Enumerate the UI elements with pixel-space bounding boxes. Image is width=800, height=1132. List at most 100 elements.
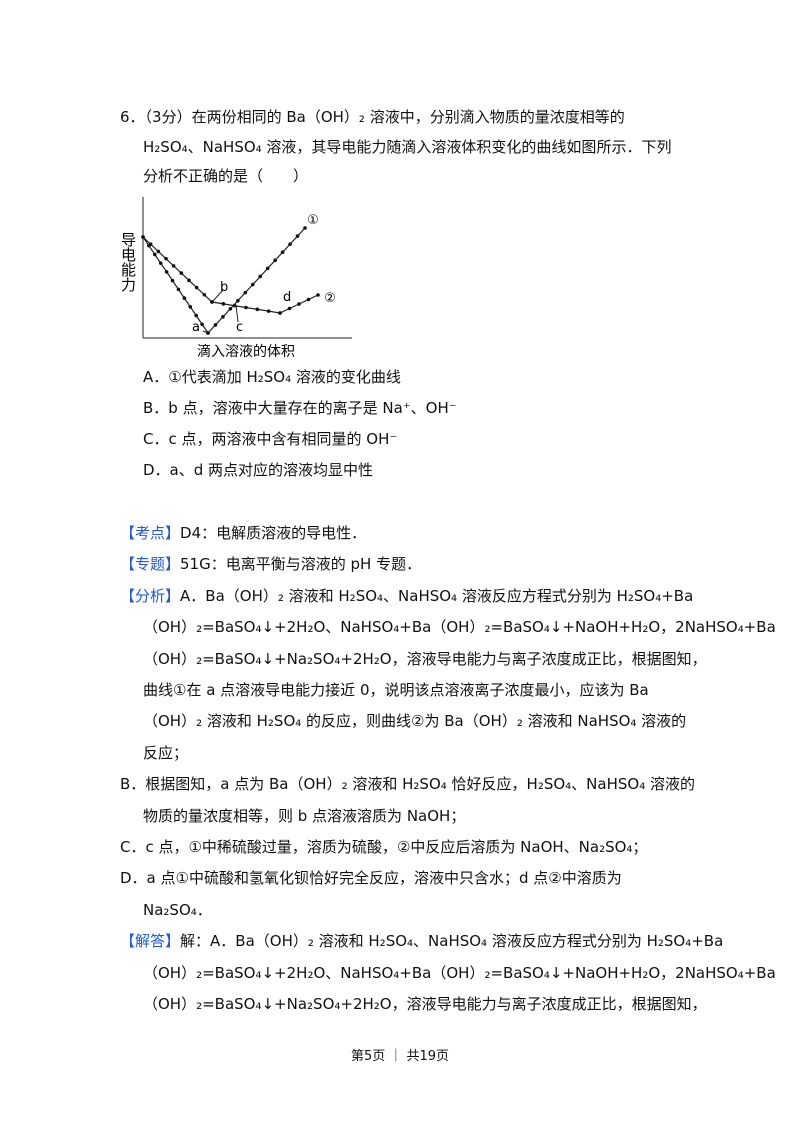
curve-dot: [243, 290, 248, 295]
curve-dot: [153, 252, 157, 257]
curve-dot: [266, 309, 271, 313]
curve-dot: [236, 298, 240, 303]
question-line: H₂SO₄、NaHSO₄ 溶液，其导电能力随滴入溶液体积变化的曲线如图所示．下列: [143, 137, 671, 157]
text: （OH）₂=BaSO₄↓+Na₂SO₄+2H₂O，溶液导电能力与离子浓度成正比，…: [143, 995, 707, 1013]
curve-dot: [176, 287, 181, 292]
section-line: 曲线①在 a 点溶液导电能力接近 0，说明该点溶液离子浓度最小，应该为 Ba: [143, 680, 649, 700]
section-line: 【解答】解：A．Ba（OH）₂ 溶液和 H₂SO₄、NaHSO₄ 溶液反应方程式…: [120, 931, 723, 951]
section-line: （OH）₂=BaSO₄↓+Na₂SO₄+2H₂O，溶液导电能力与离子浓度成正比，…: [143, 649, 707, 669]
curve-dot: [273, 258, 277, 263]
curve-dot: [188, 305, 193, 309]
section-tag: 【专题】: [120, 555, 181, 574]
leader: [235, 304, 239, 323]
section-line: Na₂SO₄．: [143, 900, 212, 920]
text: 6．（3分）在两份相同的 Ba（OH）₂ 溶液中，分别滴入物质的量浓度相等的: [120, 108, 625, 126]
curve-dot: [213, 323, 218, 327]
section-line: D．a 点①中硫酸和氢氧化钡恰好完全反应，溶液中只含水；d 点②中溶质为: [120, 868, 622, 888]
curve-dot: [278, 311, 282, 315]
section-line: （OH）₂ 溶液和 H₂SO₄ 的反应，则曲线②为 Ba（OH）₂ 溶液和 Na…: [143, 711, 686, 731]
curve-dot: [316, 293, 320, 297]
curve-dot: [179, 271, 184, 275]
curve-dot: [221, 302, 226, 306]
curve-dot: [280, 250, 285, 255]
curve-dot: [244, 305, 248, 310]
curve-dot: [287, 306, 292, 311]
curve-dot: [250, 282, 255, 287]
curve-label: ①: [307, 213, 319, 228]
curve-dot: [141, 235, 145, 239]
section-line: 物质的量浓度相等，则 b 点溶液溶质为 NaOH；: [143, 806, 465, 826]
curve-label: ②: [324, 291, 336, 306]
section-line: 【专题】51G：电离平衡与溶液的 pH 专题．: [120, 554, 421, 574]
footer: 第5页 ｜ 共19页: [0, 1047, 800, 1067]
text: A．①代表滴加 H₂SO₄ 溶液的变化曲线: [143, 368, 401, 386]
text: B．根据图知，a 点为 Ba（OH）₂ 溶液和 H₂SO₄ 恰好反应，H₂SO₄…: [120, 775, 695, 794]
x-label: 滴入溶液的体积: [197, 343, 295, 360]
text: D．a 点①中硫酸和氢氧化钡恰好完全反应，溶液中只含水；d 点②中溶质为: [120, 869, 622, 888]
y-label: 导电能力: [119, 232, 137, 293]
section-line: B．根据图知，a 点为 Ba（OH）₂ 溶液和 H₂SO₄ 恰好反应，H₂SO₄…: [120, 774, 695, 794]
text: 解：A．Ba（OH）₂ 溶液和 H₂SO₄、NaHSO₄ 溶液反应方程式分别为 …: [180, 932, 724, 951]
text: 第5页 ｜ 共19页: [350, 1049, 450, 1064]
curve-dot: [194, 313, 198, 318]
option: D．a、d 两点对应的溶液均显中性: [143, 460, 373, 480]
text: C．c 点，两溶液中含有相同量的 OH⁻: [143, 430, 398, 448]
section-line: （OH）₂=BaSO₄↓+2H₂O、NaHSO₄+Ba（OH）₂=BaSO₄↓+…: [143, 617, 776, 637]
text: （OH）₂=BaSO₄↓+2H₂O、NaHSO₄+Ba（OH）₂=BaSO₄↓+…: [143, 618, 776, 637]
text: 51G：电离平衡与溶液的 pH 专题．: [180, 555, 422, 574]
curve-dot: [297, 302, 301, 306]
curve-dot: [306, 297, 311, 302]
curve-dot: [258, 274, 263, 279]
text: （OH）₂=BaSO₄↓+2H₂O、NaHSO₄+Ba（OH）₂=BaSO₄↓+…: [143, 963, 776, 982]
curve-dot: [164, 256, 168, 261]
option: B．b 点，溶液中大量存在的离子是 Na⁺、OH⁻: [143, 398, 457, 418]
section-line: 【分析】A．Ba（OH）₂ 溶液和 H₂SO₄、NaHSO₄ 溶液反应方程式分别…: [120, 586, 693, 606]
text: （OH）₂ 溶液和 H₂SO₄ 的反应，则曲线②为 Ba（OH）₂ 溶液和 Na…: [143, 712, 687, 731]
section-tag: 【解答】: [120, 932, 181, 951]
text: D．a、d 两点对应的溶液均显中性: [143, 461, 374, 479]
point-label: b: [220, 280, 228, 295]
curve-dot: [182, 296, 187, 300]
section-tag: 【分析】: [120, 586, 181, 605]
curve-dot: [171, 264, 176, 268]
option: C．c 点，两溶液中含有相同量的 OH⁻: [143, 429, 397, 449]
point-label: a: [192, 320, 200, 335]
curve-dot: [164, 270, 169, 274]
leader: [212, 289, 224, 302]
point-label: d: [283, 290, 291, 305]
point-label: c: [236, 320, 243, 335]
option: A．①代表滴加 H₂SO₄ 溶液的变化曲线: [143, 367, 401, 387]
curve-dot: [156, 249, 161, 254]
curve-dot: [158, 261, 163, 265]
text: D4：电解质溶液的导电性．: [180, 524, 367, 542]
curve-dot: [221, 315, 225, 319]
curve-dot: [295, 234, 300, 238]
text: 曲线①在 a 点溶液导电能力接近 0，说明该点溶液离子浓度最小，应该为 Ba: [143, 681, 649, 699]
curve-dot: [194, 285, 199, 290]
section-line: 【考点】D4：电解质溶液的导电性．: [120, 523, 366, 543]
curve-dot: [288, 242, 292, 246]
text: （OH）₂=BaSO₄↓+Na₂SO₄+2H₂O，溶液导电能力与离子浓度成正比，…: [143, 649, 707, 668]
text: Na₂SO₄．: [143, 900, 212, 919]
question-line: 分析不正确的是（ ）: [143, 166, 308, 186]
text: C．c 点，①中稀硫酸过量，溶质为硫酸，②中反应后溶质为 NaOH、Na₂SO₄…: [120, 838, 648, 856]
text: 物质的量浓度相等，则 b 点溶液溶质为 NaOH；: [143, 806, 466, 825]
curve-dot: [210, 300, 214, 304]
figure: 导电能力 滴入溶液的体积 ① ② a b c d: [119, 197, 352, 360]
section-tag: 【考点】: [120, 524, 181, 542]
section-line: （OH）₂=BaSO₄↓+2H₂O、NaHSO₄+Ba（OH）₂=BaSO₄↓+…: [143, 963, 776, 983]
curve-dot: [265, 266, 270, 271]
curve-dot: [303, 226, 307, 230]
curve-dot: [255, 307, 260, 312]
text: H₂SO₄、NaHSO₄ 溶液，其导电能力随滴入溶液体积变化的曲线如图所示．下列: [143, 138, 672, 156]
curve-dot: [202, 292, 207, 297]
text: 反应；: [143, 743, 189, 762]
curve-dot: [148, 242, 153, 247]
text: 分析不正确的是（ ）: [143, 167, 309, 185]
curve-dot: [187, 278, 191, 283]
section-line: （OH）₂=BaSO₄↓+Na₂SO₄+2H₂O，溶液导电能力与离子浓度成正比，…: [143, 994, 707, 1014]
text: B．b 点，溶液中大量存在的离子是 Na⁺、OH⁻: [143, 399, 457, 417]
section-line: 反应；: [143, 743, 188, 763]
section-line: C．c 点，①中稀硫酸过量，溶质为硫酸，②中反应后溶质为 NaOH、Na₂SO₄…: [120, 837, 647, 857]
